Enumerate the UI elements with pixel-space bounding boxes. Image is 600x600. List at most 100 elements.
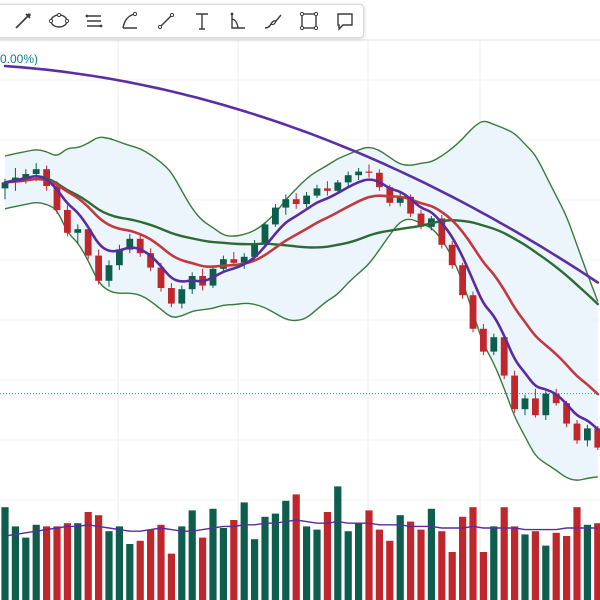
tool-pencil[interactable] (5, 4, 41, 38)
candle-body (292, 199, 300, 204)
candle-body (53, 186, 61, 210)
volume-bar (355, 523, 363, 600)
candle-body (230, 259, 238, 263)
volume-bar (563, 536, 571, 600)
volume-bar (407, 521, 415, 600)
volume-bar (271, 513, 279, 600)
tool-angle[interactable] (220, 4, 256, 38)
candle-body (240, 256, 248, 263)
bollinger-band-fill (5, 120, 598, 481)
volume-bar (511, 526, 519, 600)
tool-comment[interactable] (327, 4, 363, 38)
candle-body (417, 213, 425, 227)
volume-bar (583, 524, 591, 600)
candle-body (386, 187, 394, 203)
volume-bar (386, 540, 394, 600)
volume-bar (219, 528, 227, 600)
candle-body (407, 196, 414, 214)
candle-body (365, 171, 373, 173)
tool-arc[interactable] (112, 4, 148, 38)
candle-body (532, 398, 539, 416)
candle-body (157, 267, 165, 288)
candle-body (32, 169, 40, 174)
volume-bar (417, 529, 425, 600)
volume-bar (230, 520, 238, 600)
volume-bar (251, 539, 259, 600)
candle-body (573, 423, 581, 441)
tool-text[interactable] (184, 4, 220, 38)
candle-body (116, 249, 123, 266)
volume-bar (126, 544, 134, 600)
volume-bar (157, 524, 165, 600)
volume-bar (43, 526, 51, 600)
volume-bar (438, 531, 446, 600)
candle-body (552, 393, 560, 404)
candle-body (64, 210, 71, 233)
candle-body (136, 238, 144, 254)
candle-body (261, 224, 269, 244)
candle-body (396, 196, 404, 203)
volume-bar (365, 510, 373, 600)
volume-bar (74, 523, 82, 600)
volume-bar (427, 508, 435, 600)
volume-bar (469, 507, 477, 600)
volume-bar (459, 516, 467, 600)
comment-icon (337, 13, 353, 31)
volume-bar (115, 526, 123, 600)
volume-bar (53, 526, 61, 600)
tool-brush[interactable] (256, 4, 292, 38)
volume-bar (479, 552, 487, 600)
volume-bar (323, 512, 331, 600)
brush-icon (265, 14, 283, 29)
candle-body (126, 238, 134, 250)
volume-bar (396, 515, 404, 600)
candle-body (220, 259, 227, 269)
slow-moving-average-line (3, 175, 599, 306)
candle-body (344, 175, 352, 183)
candle-body (355, 171, 362, 176)
arc-icon (122, 11, 138, 29)
volume-bar (282, 500, 290, 600)
candle-body (480, 328, 487, 352)
volume-bar (95, 515, 103, 600)
volume-bar (531, 531, 539, 600)
candle-body (188, 276, 196, 290)
volume-bars (1, 486, 600, 600)
candle-body (1, 182, 9, 189)
rectangle-icon (300, 11, 319, 31)
candle-body (105, 265, 113, 281)
long-term-moving-average-line (3, 64, 600, 284)
volume-bar (32, 524, 40, 600)
volume-bar (521, 534, 529, 600)
volume-bar (105, 531, 113, 600)
volume-bar (292, 494, 300, 600)
candle-body (282, 199, 290, 208)
candle-body (376, 172, 383, 188)
tool-trend-line[interactable] (148, 4, 184, 38)
candle-body (272, 207, 279, 225)
mid-moving-average-line (3, 177, 600, 396)
candle-body (313, 188, 321, 196)
trend-line-icon (157, 12, 175, 30)
volume-bar (178, 526, 186, 600)
volume-bar (542, 545, 550, 600)
volume-bar (84, 512, 92, 600)
volume-bar (199, 537, 207, 600)
volume-bar (500, 507, 508, 600)
drawing-toolbar (0, 4, 364, 38)
volume-bar (63, 523, 71, 600)
candles (1, 163, 600, 450)
tool-rectangle[interactable] (291, 4, 327, 38)
volume-bar (167, 553, 175, 600)
tool-parallel-lines[interactable] (77, 4, 113, 38)
volume-bar (11, 526, 19, 600)
candle-body (511, 375, 518, 410)
volume-bar (188, 510, 196, 600)
candle-body (334, 182, 342, 191)
candle-body (594, 428, 600, 448)
candle-body (448, 244, 456, 266)
candle-body (168, 288, 175, 304)
candle-body (542, 393, 550, 416)
tool-ellipse[interactable] (41, 4, 77, 38)
